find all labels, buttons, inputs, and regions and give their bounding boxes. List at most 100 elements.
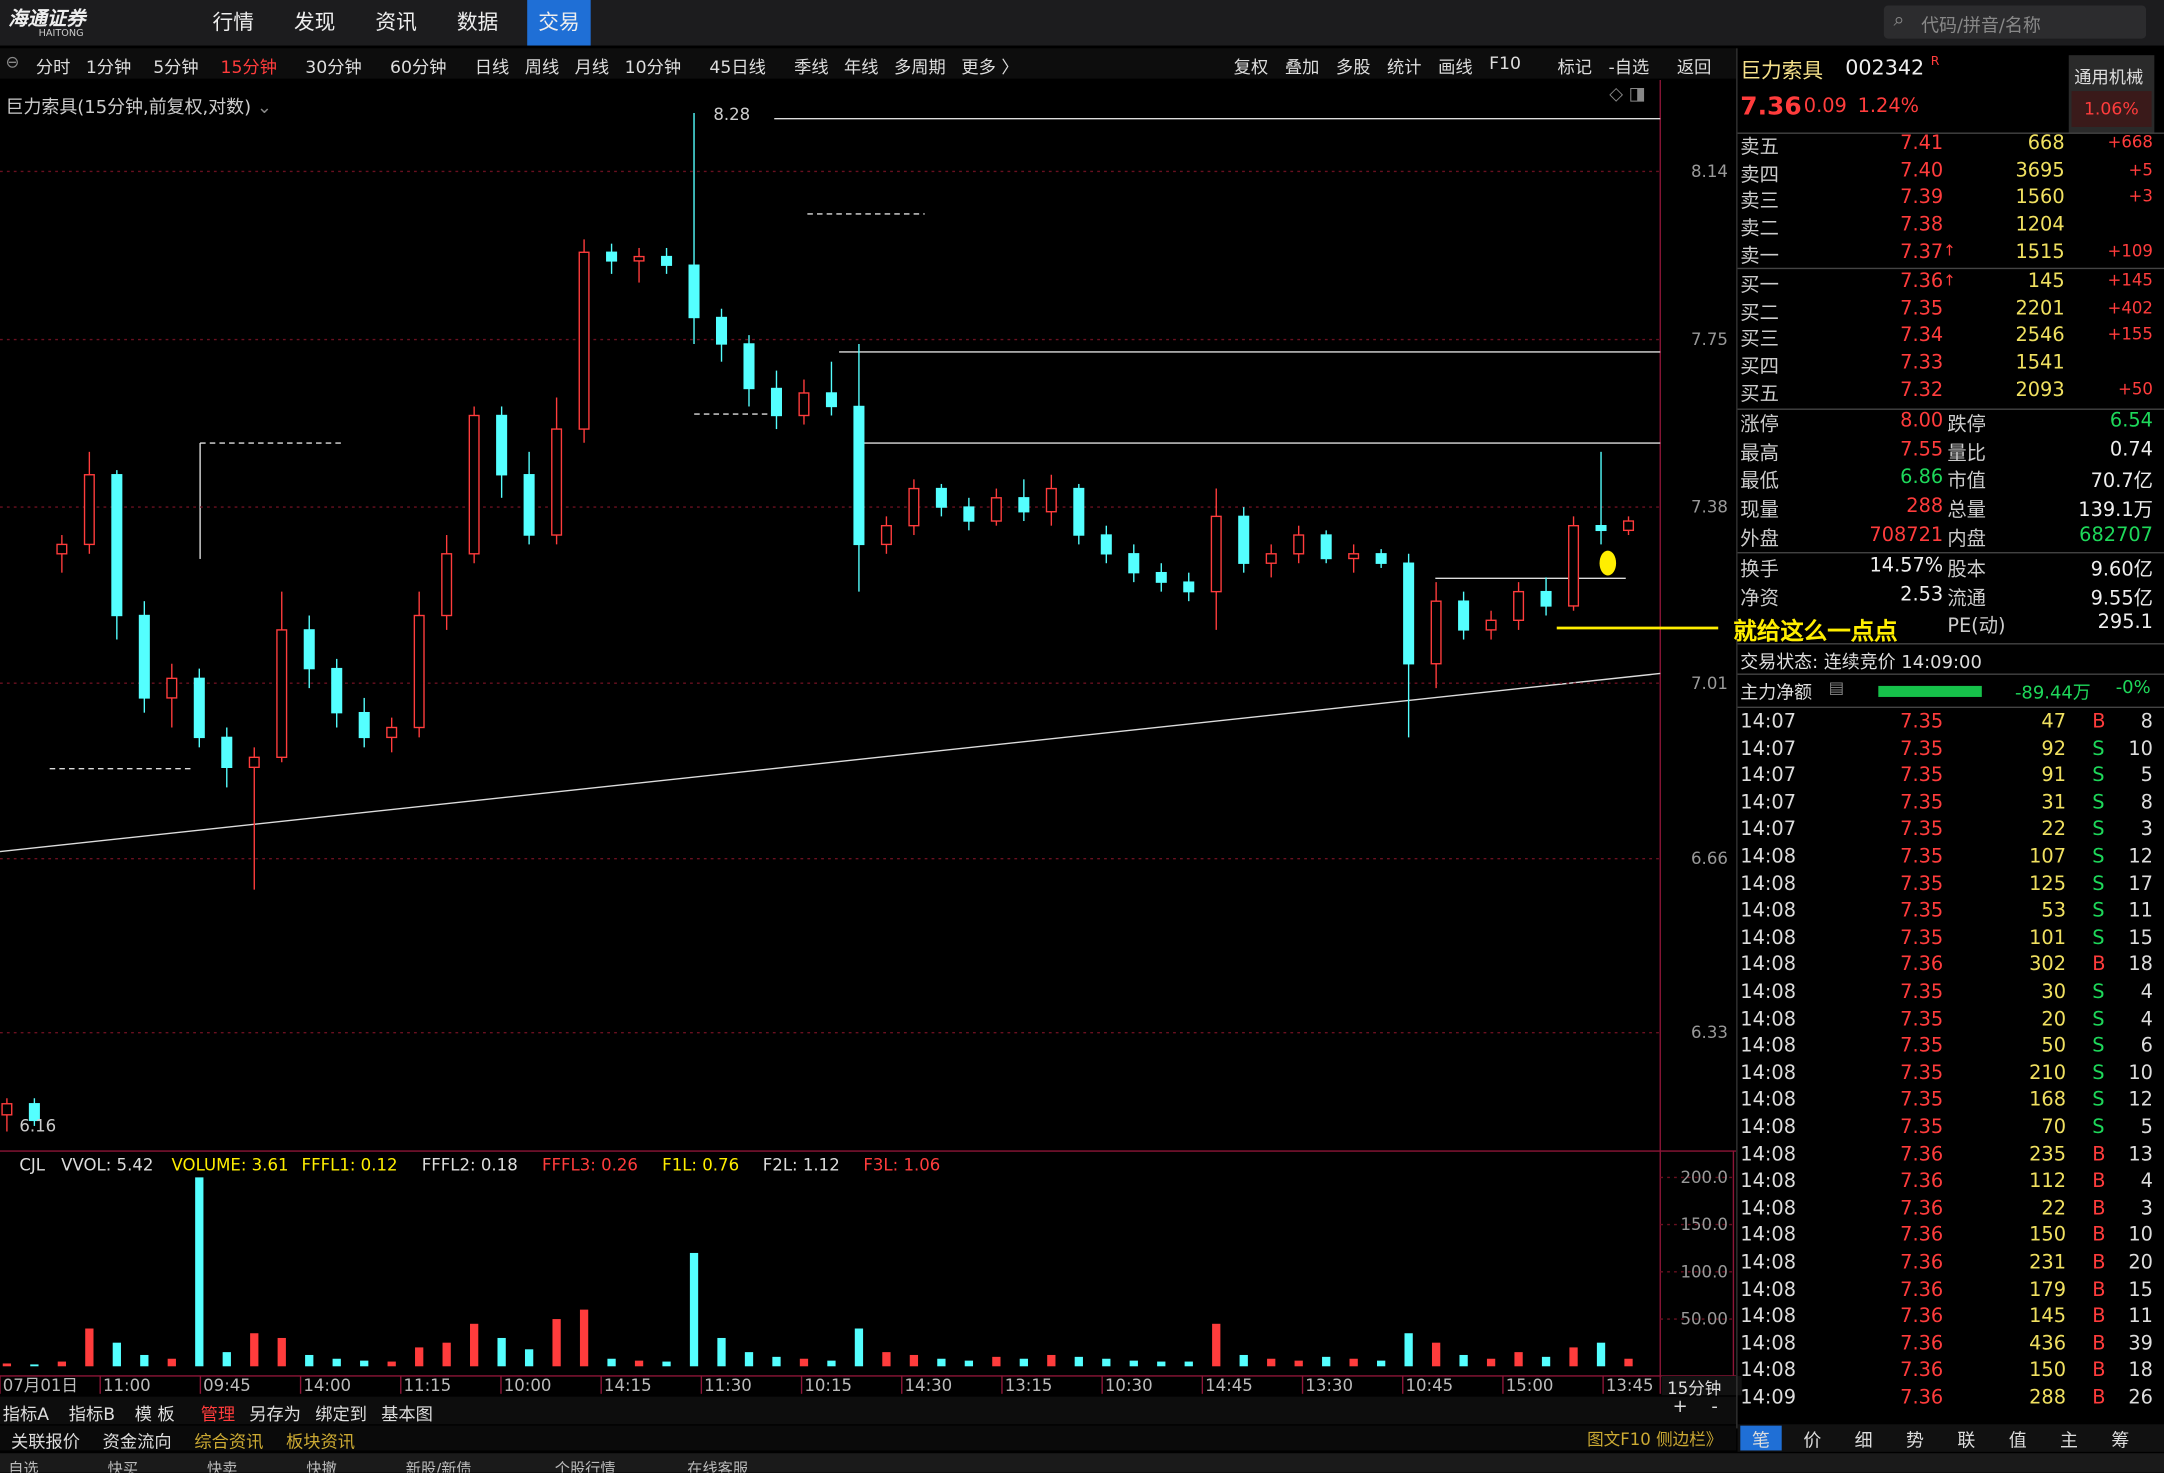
period-tab[interactable]: 10分钟 (624, 56, 682, 78)
period-tab[interactable]: 60分钟 (390, 56, 447, 78)
period-tab[interactable]: 更多 〉 (961, 56, 1019, 78)
right-tab[interactable]: 价 (1803, 1431, 1822, 1452)
volume-bar (772, 1356, 781, 1367)
toolbar-icon[interactable]: ⊖ (5, 52, 20, 72)
volume-bar (1404, 1333, 1413, 1367)
period-tab[interactable]: 多周期 (894, 56, 946, 78)
right-tab[interactable]: 筹 (2111, 1431, 2130, 1452)
tool-button[interactable]: 基本图 (381, 1403, 433, 1425)
status-item[interactable]: 新股/新债 (405, 1460, 472, 1473)
chart-icons[interactable]: ◇ ◨ (1609, 84, 1646, 105)
candle-body (688, 264, 700, 319)
volume-bar (1047, 1354, 1056, 1367)
status-item[interactable]: 快卖 (207, 1460, 238, 1473)
tool-button[interactable]: 模 板 (134, 1403, 175, 1425)
stat-label: 跌停 (1947, 414, 1986, 437)
marker-dot (1599, 550, 1617, 576)
right-tab[interactable]: 笔 (1740, 1425, 1782, 1452)
trade-time: 14:08 (1740, 1197, 1797, 1220)
toolbar-action[interactable]: -自选 (1608, 56, 1650, 78)
period-tab[interactable]: 季线 (794, 56, 829, 78)
nav-item[interactable]: 行情 (212, 9, 254, 35)
period-tab[interactable]: 5分钟 (153, 56, 199, 78)
book-price: 7.36 (1900, 270, 1944, 293)
right-tab[interactable]: 主 (2060, 1431, 2078, 1452)
volume-bar (1569, 1347, 1578, 1367)
trade-volume: 47 (2041, 710, 2067, 733)
period-tab[interactable]: 1分钟 (85, 56, 132, 78)
status-item[interactable]: 个股行情 (554, 1460, 616, 1473)
period-tab[interactable]: 日线 (474, 56, 510, 78)
period-tab[interactable]: 15分钟 (220, 56, 277, 78)
nav-item[interactable]: 发现 (293, 9, 336, 35)
toolbar-action[interactable]: 标记 (1557, 56, 1592, 78)
book-price: 7.39 (1900, 186, 1944, 209)
toolbar-action[interactable]: 统计 (1387, 56, 1422, 78)
f10-link[interactable]: 图文F10 侧边栏》 (1587, 1429, 1723, 1450)
zoom-button[interactable]: - (1711, 1396, 1718, 1418)
x-tick-label: 10:15 (804, 1376, 852, 1394)
trade-time: 14:08 (1740, 1305, 1797, 1328)
tool-button[interactable]: 指标A (2, 1403, 50, 1425)
right-tab[interactable]: 联 (1957, 1431, 1976, 1452)
status-item[interactable]: 在线客服 (687, 1460, 749, 1473)
nav-item[interactable]: 资讯 (375, 9, 417, 35)
status-item[interactable]: 快撤 (306, 1460, 337, 1473)
dropdown-icon[interactable]: ⌄ (256, 97, 272, 119)
volume-bar (250, 1333, 259, 1367)
stat-label: 内盘 (1947, 528, 1986, 551)
y-tick-label: 50.00 (1681, 1310, 1728, 1329)
nav-item[interactable]: 交易 (527, 0, 591, 46)
trade-side: S (2092, 927, 2105, 950)
trade-count: 20 (2128, 1251, 2153, 1274)
period-tab[interactable]: 周线 (524, 56, 560, 78)
trade-count: 4 (2140, 1008, 2153, 1031)
tool-button[interactable]: 绑定到 (315, 1403, 367, 1425)
toolbar-action[interactable]: 叠加 (1284, 56, 1320, 78)
status-item[interactable]: 快买 (107, 1460, 139, 1473)
candle-body (303, 629, 315, 670)
right-tab[interactable]: 势 (1906, 1431, 1924, 1452)
trade-time: 14:08 (1740, 927, 1797, 950)
link-tab[interactable]: 资金流向 (102, 1431, 172, 1452)
zoom-button[interactable]: + (1672, 1396, 1688, 1418)
toolbar-action[interactable]: 画线 (1438, 56, 1473, 78)
tool-button[interactable]: 指标B (68, 1403, 116, 1425)
trade-price: 7.36 (1900, 1251, 1944, 1274)
tool-button[interactable]: 管理 (200, 1403, 236, 1425)
trade-time: 14:08 (1740, 1143, 1797, 1166)
toolbar-action[interactable]: 复权 (1233, 56, 1269, 78)
trade-count: 13 (2128, 1143, 2153, 1166)
period-tab[interactable]: 年线 (844, 56, 879, 78)
toolbar-action[interactable]: 返回 (1676, 56, 1712, 78)
right-tab[interactable]: 值 (2008, 1431, 2027, 1452)
link-tab[interactable]: 板块资讯 (285, 1431, 355, 1452)
period-tab[interactable]: 月线 (574, 56, 610, 78)
link-tab[interactable]: 综合资讯 (194, 1431, 264, 1452)
candle-body (606, 251, 618, 262)
y-tick-label: 6.33 (1691, 1023, 1728, 1042)
book-volume: 145 (2027, 270, 2065, 293)
search-box[interactable] (1883, 5, 2147, 39)
toolbar-action[interactable]: F10 (1489, 52, 1522, 74)
link-tab[interactable]: 关联报价 (11, 1431, 81, 1452)
stat-value: 139.1万 (2078, 499, 2153, 522)
trade-count: 8 (2140, 791, 2153, 814)
right-tab-bar (1737, 1424, 2164, 1452)
tool-button[interactable]: 另存为 (249, 1403, 302, 1425)
volume-bar (1431, 1342, 1441, 1367)
link-bar (0, 1425, 1737, 1451)
period-tab[interactable]: 45日线 (709, 56, 766, 78)
period-tab[interactable]: 分时 (35, 56, 71, 78)
right-tab[interactable]: 细 (1854, 1431, 1873, 1452)
trade-volume: 235 (2029, 1143, 2067, 1166)
period-tab[interactable]: 30分钟 (305, 56, 362, 78)
trade-volume: 101 (2029, 927, 2067, 950)
candle-body (1568, 524, 1580, 607)
trade-time: 14:08 (1740, 1035, 1797, 1058)
stat-value: 9.55亿 (2090, 587, 2153, 610)
toolbar-action[interactable]: 多股 (1335, 56, 1371, 78)
status-item[interactable]: 自选 (8, 1460, 39, 1473)
divider (1737, 408, 2164, 410)
nav-item[interactable]: 数据 (456, 9, 499, 35)
